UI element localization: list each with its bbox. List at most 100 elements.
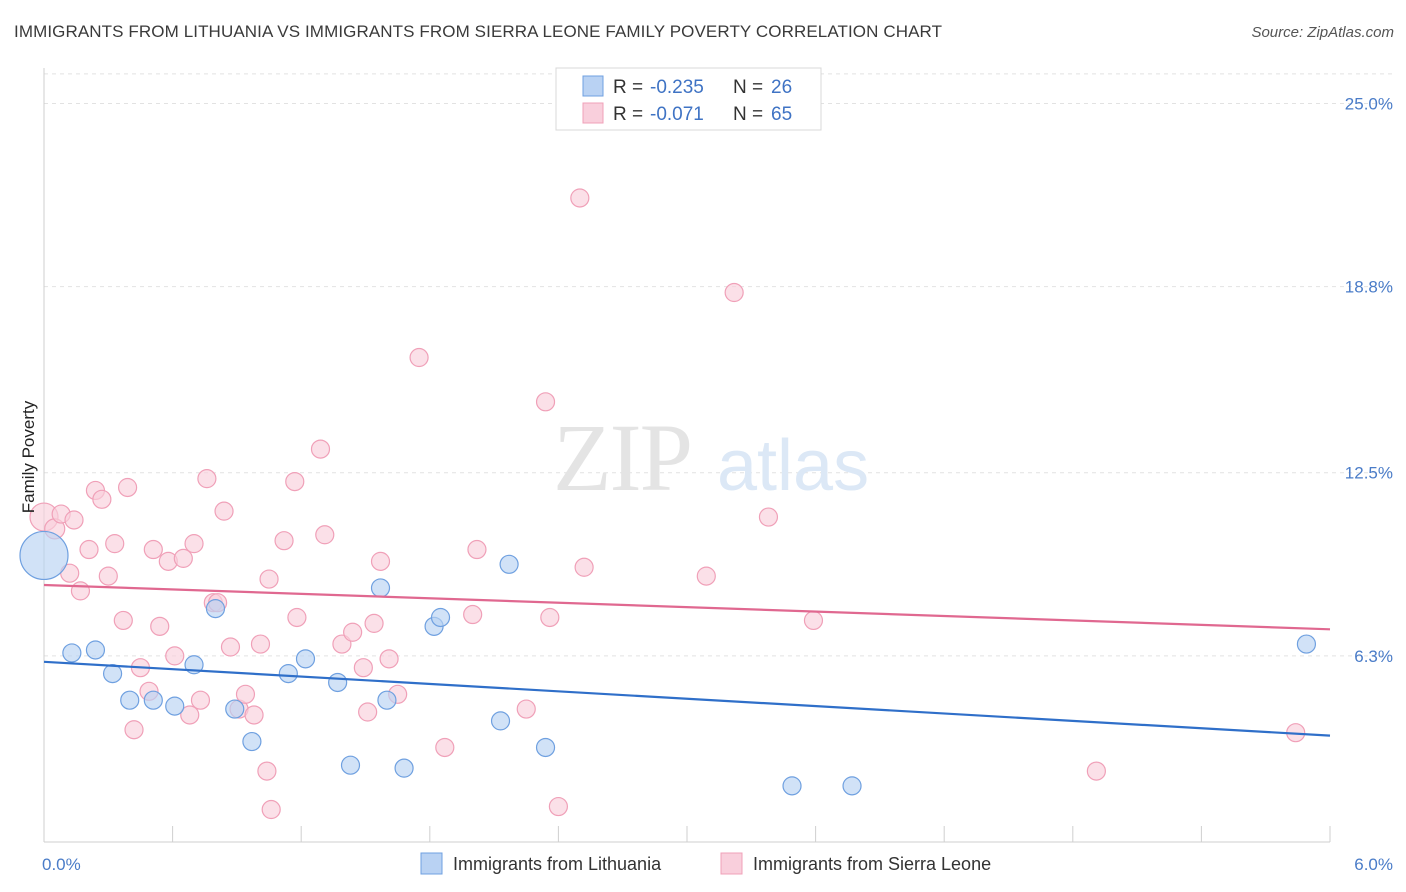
point-sierra-leone <box>758 507 779 527</box>
point-sierra-leone <box>143 539 163 560</box>
point-lithuania <box>120 690 140 710</box>
point-sierra-leone <box>257 761 277 781</box>
point-sierra-leone <box>197 469 217 489</box>
point-sierra-leone <box>435 737 455 758</box>
bottom-legend: Immigrants from Lithuania Immigrants fro… <box>420 852 991 875</box>
point-lithuania <box>842 776 862 796</box>
point-sierra-leone <box>570 188 590 208</box>
x-tick-label-min: 0.0% <box>42 855 81 874</box>
point-sierra-leone <box>235 684 256 704</box>
point-sierra-leone <box>370 551 391 571</box>
point-lithuania <box>62 643 82 663</box>
point-lithuania <box>1296 634 1317 654</box>
point-sierra-leone <box>724 282 744 303</box>
point-lithuania <box>430 607 451 628</box>
point-sierra-leone <box>113 610 133 631</box>
point-lithuania <box>278 664 298 684</box>
point-sierra-leone <box>1086 761 1106 781</box>
point-lithuania <box>205 599 226 619</box>
point-lithuania <box>490 711 511 731</box>
legend-swatch-lithuania <box>582 75 604 97</box>
legend-n-value-sierra-leone: 65 <box>771 104 792 125</box>
point-sierra-leone <box>315 525 335 545</box>
point-lithuania <box>102 664 123 684</box>
trend-lines <box>43 583 1331 737</box>
point-sierra-leone <box>190 690 211 710</box>
y-axis-label: Family Poverty <box>19 400 38 513</box>
gridlines <box>44 73 1393 657</box>
y-tick-label: 25.0% <box>1345 94 1393 113</box>
watermark: ZIP atlas <box>553 404 869 511</box>
y-tick-label: 12.5% <box>1345 464 1393 483</box>
point-sierra-leone <box>259 569 279 589</box>
point-sierra-leone <box>117 477 138 498</box>
point-sierra-leone <box>803 610 824 631</box>
point-sierra-leone <box>124 720 144 740</box>
point-lithuania <box>143 690 163 710</box>
watermark-zip: ZIP <box>553 404 691 511</box>
point-sierra-leone <box>574 557 594 577</box>
point-sierra-leone <box>105 534 125 554</box>
point-sierra-leone <box>92 489 112 509</box>
point-sierra-leone <box>310 439 331 459</box>
point-sierra-leone <box>261 799 281 820</box>
point-sierra-leone <box>463 604 483 625</box>
chart-title: IMMIGRANTS FROM LITHUANIA VS IMMIGRANTS … <box>14 22 943 41</box>
point-sierra-leone <box>250 634 271 654</box>
point-lithuania <box>242 731 262 752</box>
point-sierra-leone <box>220 637 241 657</box>
x-axis-ticks <box>43 826 1331 842</box>
point-sierra-leone <box>165 646 185 666</box>
point-sierra-leone <box>379 649 399 669</box>
point-lithuania <box>19 530 69 581</box>
legend-r-value-lithuania: -0.235 <box>650 77 704 98</box>
legend-r-label-sierra-leone: R = <box>613 104 643 125</box>
bottom-legend-label-lithuania: Immigrants from Lithuania <box>453 854 662 874</box>
point-lithuania <box>782 776 802 796</box>
point-lithuania <box>535 737 556 758</box>
legend-r-value-sierra-leone: -0.071 <box>650 104 704 125</box>
point-sierra-leone <box>516 699 536 719</box>
point-sierra-leone <box>548 796 569 817</box>
point-sierra-leone <box>173 548 193 568</box>
point-sierra-leone <box>287 607 307 628</box>
point-sierra-leone <box>353 658 373 678</box>
point-sierra-leone <box>150 616 170 636</box>
bottom-legend-swatch-lithuania <box>420 852 443 875</box>
legend-swatch-sierra-leone <box>582 102 604 124</box>
point-sierra-leone <box>244 705 264 725</box>
point-sierra-leone <box>184 534 204 554</box>
point-sierra-leone <box>98 566 118 586</box>
y-axis-tick-labels: 6.3% 12.5% 18.8% 25.0% <box>1345 94 1393 665</box>
legend-n-label-sierra-leone: N = <box>733 104 763 125</box>
point-lithuania <box>370 578 391 598</box>
point-lithuania <box>225 699 245 719</box>
point-sierra-leone <box>540 607 560 628</box>
point-lithuania <box>340 755 361 775</box>
y-tick-label: 6.3% <box>1354 647 1393 666</box>
point-sierra-leone <box>696 566 716 586</box>
point-lithuania <box>377 690 397 710</box>
series-sierra-leone <box>29 188 1306 820</box>
trend-line-lithuania <box>43 660 1331 737</box>
point-sierra-leone <box>79 539 99 560</box>
point-sierra-leone <box>467 539 487 560</box>
point-lithuania <box>165 696 185 716</box>
point-sierra-leone <box>358 702 378 722</box>
point-sierra-leone <box>180 705 200 725</box>
point-lithuania <box>85 640 106 660</box>
legend-n-label-lithuania: N = <box>733 77 763 98</box>
legend-box: R = -0.235 N = 26 R = -0.071 N = 65 <box>555 67 822 131</box>
point-sierra-leone <box>70 581 91 601</box>
point-sierra-leone <box>64 510 84 530</box>
bottom-legend-swatch-sierra-leone <box>720 852 743 875</box>
legend-r-label-lithuania: R = <box>613 77 643 98</box>
point-lithuania <box>394 758 414 778</box>
y-tick-label: 18.8% <box>1345 278 1393 297</box>
point-lithuania <box>295 649 316 669</box>
point-lithuania <box>499 554 519 574</box>
point-sierra-leone <box>409 347 429 368</box>
x-tick-label-max: 6.0% <box>1354 855 1393 874</box>
bottom-legend-label-sierra-leone: Immigrants from Sierra Leone <box>753 854 991 874</box>
